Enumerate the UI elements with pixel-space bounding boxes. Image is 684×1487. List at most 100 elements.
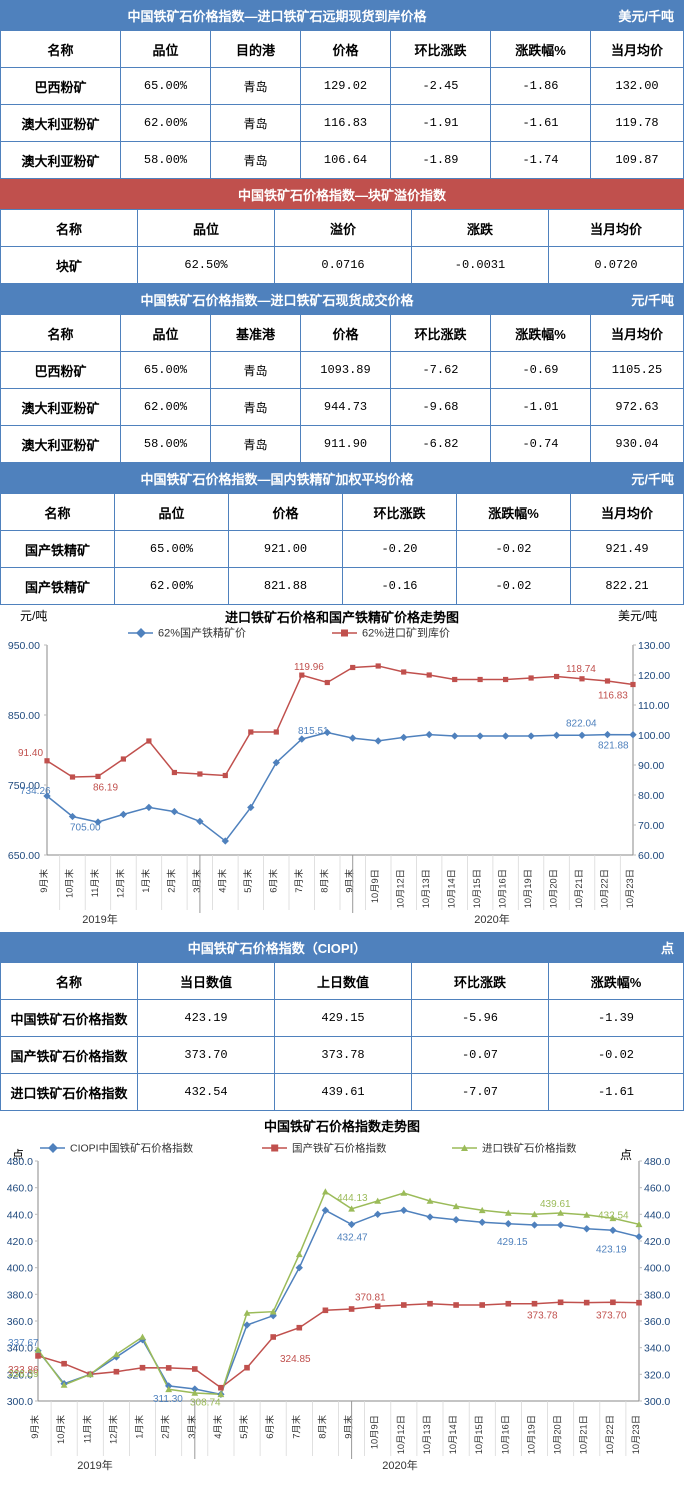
- svg-text:9月末: 9月末: [38, 869, 49, 893]
- svg-text:480.0: 480.0: [7, 1156, 33, 1168]
- svg-text:6月末: 6月末: [267, 869, 278, 893]
- svg-text:119.96: 119.96: [294, 662, 324, 673]
- svg-text:7月末: 7月末: [293, 869, 304, 893]
- svg-text:86.19: 86.19: [93, 782, 118, 793]
- svg-text:10月21日: 10月21日: [574, 869, 584, 908]
- svg-text:300.0: 300.0: [7, 1396, 33, 1408]
- svg-text:10月13日: 10月13日: [421, 869, 431, 908]
- svg-text:2019年: 2019年: [77, 1458, 112, 1472]
- svg-text:10月19日: 10月19日: [523, 869, 533, 908]
- svg-text:2月末: 2月末: [165, 869, 176, 893]
- svg-text:12月末: 12月末: [114, 869, 125, 898]
- svg-text:8月末: 8月末: [318, 869, 329, 893]
- svg-text:4月末: 4月末: [216, 869, 227, 893]
- svg-text:80.00: 80.00: [638, 790, 664, 802]
- svg-text:400.0: 400.0: [7, 1263, 33, 1275]
- svg-text:70.00: 70.00: [638, 820, 664, 832]
- svg-text:120.00: 120.00: [638, 670, 670, 682]
- svg-text:340.0: 340.0: [644, 1343, 670, 1355]
- svg-text:10月21日: 10月21日: [579, 1415, 589, 1454]
- svg-text:5月末: 5月末: [238, 1415, 249, 1439]
- svg-text:62%进口矿到库价: 62%进口矿到库价: [362, 627, 450, 640]
- svg-text:420.0: 420.0: [7, 1236, 33, 1248]
- svg-text:460.0: 460.0: [644, 1183, 670, 1195]
- svg-text:10月末: 10月末: [64, 869, 75, 898]
- svg-text:10月19日: 10月19日: [527, 1415, 537, 1454]
- svg-text:311.30: 311.30: [153, 1394, 183, 1405]
- svg-text:118.74: 118.74: [566, 664, 596, 675]
- svg-text:10月9日: 10月9日: [370, 869, 380, 903]
- svg-text:10月20日: 10月20日: [553, 1415, 563, 1454]
- svg-text:CIOPI中国铁矿石价格指数: CIOPI中国铁矿石价格指数: [70, 1142, 194, 1155]
- svg-text:380.0: 380.0: [7, 1289, 33, 1301]
- svg-text:432.54: 432.54: [598, 1210, 629, 1221]
- svg-text:60.00: 60.00: [638, 850, 664, 862]
- svg-text:440.0: 440.0: [644, 1209, 670, 1221]
- svg-text:国产铁矿石价格指数: 国产铁矿石价格指数: [292, 1142, 387, 1155]
- svg-text:10月22日: 10月22日: [600, 869, 610, 908]
- svg-text:10月13日: 10月13日: [422, 1415, 432, 1454]
- svg-text:705.00: 705.00: [70, 823, 101, 834]
- svg-text:进口铁矿石价格指数: 进口铁矿石价格指数: [482, 1142, 577, 1155]
- svg-text:116.83: 116.83: [598, 691, 628, 702]
- svg-text:429.15: 429.15: [497, 1237, 528, 1248]
- svg-text:10月22日: 10月22日: [605, 1415, 615, 1454]
- svg-text:439.61: 439.61: [540, 1199, 571, 1210]
- svg-text:432.47: 432.47: [337, 1232, 368, 1243]
- svg-text:821.88: 821.88: [598, 741, 629, 752]
- svg-text:6月末: 6月末: [264, 1415, 275, 1439]
- svg-text:10月14日: 10月14日: [448, 1415, 458, 1454]
- svg-text:420.0: 420.0: [644, 1236, 670, 1248]
- svg-text:338.39: 338.39: [8, 1369, 39, 1380]
- svg-text:10月9日: 10月9日: [370, 1415, 380, 1449]
- svg-text:320.0: 320.0: [644, 1369, 670, 1381]
- svg-text:444.13: 444.13: [337, 1193, 368, 1204]
- svg-text:360.0: 360.0: [644, 1316, 670, 1328]
- svg-text:324.85: 324.85: [280, 1354, 311, 1365]
- svg-text:91.40: 91.40: [18, 748, 43, 759]
- svg-text:元/吨: 元/吨: [20, 609, 47, 623]
- svg-text:10月16日: 10月16日: [498, 869, 508, 908]
- svg-text:1月末: 1月末: [140, 869, 151, 893]
- svg-text:10月23日: 10月23日: [625, 869, 635, 908]
- svg-text:2019年: 2019年: [82, 912, 117, 926]
- svg-text:10月14日: 10月14日: [447, 869, 457, 908]
- svg-text:1月末: 1月末: [134, 1415, 145, 1439]
- svg-text:美元/吨: 美元/吨: [618, 609, 657, 623]
- svg-text:7月末: 7月末: [290, 1415, 301, 1439]
- svg-text:337.67: 337.67: [8, 1338, 39, 1349]
- svg-text:110.00: 110.00: [638, 700, 669, 712]
- svg-text:400.0: 400.0: [644, 1263, 670, 1275]
- svg-text:10月12日: 10月12日: [396, 1415, 406, 1454]
- svg-text:2020年: 2020年: [382, 1458, 417, 1472]
- svg-text:11月末: 11月末: [81, 1415, 92, 1443]
- svg-text:130.00: 130.00: [638, 640, 670, 652]
- svg-text:10月16日: 10月16日: [500, 1415, 510, 1454]
- svg-text:373.78: 373.78: [527, 1311, 558, 1322]
- svg-text:373.70: 373.70: [596, 1311, 627, 1322]
- svg-text:360.0: 360.0: [7, 1316, 33, 1328]
- svg-text:9月末: 9月末: [29, 1415, 40, 1439]
- svg-text:10月20日: 10月20日: [549, 869, 559, 908]
- svg-text:734.26: 734.26: [20, 786, 51, 797]
- svg-text:2020年: 2020年: [474, 912, 509, 926]
- svg-text:62%国产铁精矿价: 62%国产铁精矿价: [158, 626, 246, 640]
- svg-text:300.0: 300.0: [644, 1396, 670, 1408]
- svg-text:点: 点: [620, 1148, 632, 1162]
- svg-text:11月末: 11月末: [89, 869, 100, 897]
- svg-text:2月末: 2月末: [160, 1415, 171, 1439]
- svg-text:440.0: 440.0: [7, 1209, 33, 1221]
- svg-text:480.0: 480.0: [644, 1156, 670, 1168]
- svg-text:4月末: 4月末: [212, 1415, 223, 1439]
- svg-text:380.0: 380.0: [644, 1289, 670, 1301]
- svg-text:90.00: 90.00: [638, 760, 664, 772]
- svg-text:423.19: 423.19: [596, 1245, 627, 1256]
- svg-text:进口铁矿石价格和国产铁精矿价格走势图: 进口铁矿石价格和国产铁精矿价格走势图: [225, 610, 459, 625]
- svg-text:370.81: 370.81: [355, 1293, 386, 1304]
- svg-text:8月末: 8月末: [316, 1415, 327, 1439]
- svg-text:10月23日: 10月23日: [631, 1415, 641, 1454]
- svg-text:460.0: 460.0: [7, 1183, 33, 1195]
- svg-text:10月15日: 10月15日: [474, 1415, 484, 1454]
- svg-text:10月末: 10月末: [55, 1415, 66, 1444]
- svg-text:中国铁矿石价格指数走势图: 中国铁矿石价格指数走势图: [264, 1119, 420, 1134]
